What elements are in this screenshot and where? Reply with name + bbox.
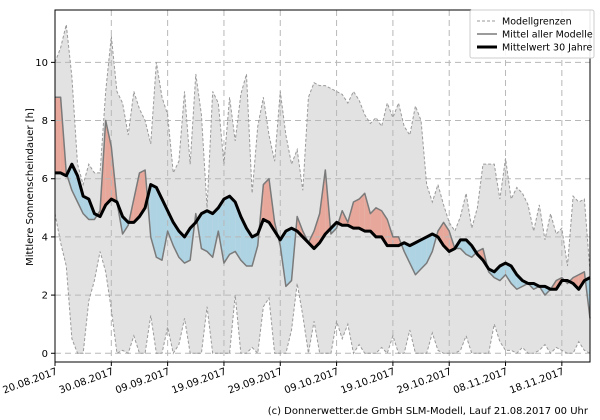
y-tick-label: 4 [42, 232, 48, 243]
y-tick-label: 6 [42, 174, 48, 185]
above-normal-fill [319, 170, 326, 243]
above-normal-fill [55, 97, 61, 173]
above-normal-fill [364, 193, 371, 232]
model-min-line [54, 213, 591, 355]
below-normal-fill [285, 228, 292, 287]
above-normal-fill [359, 193, 365, 232]
below-normal-fill [229, 196, 236, 255]
credit-text: (c) Donnerwetter.de GmbH SLM-Modell, Lau… [268, 406, 589, 417]
below-normal-fill [207, 210, 213, 258]
above-normal-fill [263, 178, 269, 223]
below-normal-fill [150, 184, 157, 258]
above-normal-fill [437, 222, 444, 246]
above-normal-fill [370, 207, 376, 237]
below-normal-fill [426, 234, 433, 264]
y-tick-label: 2 [42, 291, 48, 302]
below-normal-fill [460, 239, 467, 255]
legend-box [469, 9, 595, 59]
y-axis-label: Mittlere Sonnenscheindauer [h] [25, 108, 36, 266]
below-normal-fill [505, 263, 512, 284]
above-normal-fill [573, 274, 579, 290]
below-normal-fill [252, 234, 258, 266]
below-normal-fill [421, 236, 427, 269]
below-normal-fill [494, 266, 500, 281]
below-normal-fill [212, 207, 219, 258]
plot-frame [54, 9, 591, 363]
below-normal-fill [409, 242, 416, 275]
legend-label-model-bounds: Modellgrenzen [502, 17, 572, 28]
below-normal-fill [511, 266, 517, 290]
y-tick-label: 0 [42, 349, 48, 360]
below-normal-fill [156, 187, 162, 261]
below-normal-fill [178, 231, 185, 264]
below-normal-fill [415, 239, 422, 275]
above-normal-fill [353, 199, 360, 229]
above-normal-fill [376, 207, 382, 237]
above-normal-fill [392, 236, 399, 246]
above-normal-fill [139, 170, 146, 217]
below-normal-fill [162, 199, 168, 261]
above-normal-fill [314, 213, 320, 249]
y-tick-label: 10 [35, 58, 48, 69]
below-normal-fill [404, 242, 410, 264]
above-normal-fill [133, 172, 140, 223]
below-normal-fill [240, 216, 247, 266]
below-normal-fill [246, 228, 253, 266]
below-normal-fill [218, 199, 224, 264]
y-tick-label: 8 [42, 116, 48, 127]
plot-area: 024681020.08.201730.08.201709.09.201719.… [1, 9, 591, 396]
below-normal-fill [83, 196, 89, 220]
below-normal-fill [66, 164, 72, 191]
model-mean-line [55, 96, 591, 319]
below-normal-fill [223, 196, 230, 264]
legend-label-model-mean: Mittel aller Modelle [502, 30, 593, 41]
legend: Modellgrenzen Mittel aller Modelle Mitte… [469, 9, 595, 59]
legend-label-30yr-mean: Mittelwert 30 Jahre [502, 43, 592, 54]
below-normal-fill [466, 239, 472, 258]
thirty-year-mean-line [55, 162, 591, 291]
below-normal-fill [516, 274, 523, 290]
below-normal-fill [201, 210, 208, 252]
